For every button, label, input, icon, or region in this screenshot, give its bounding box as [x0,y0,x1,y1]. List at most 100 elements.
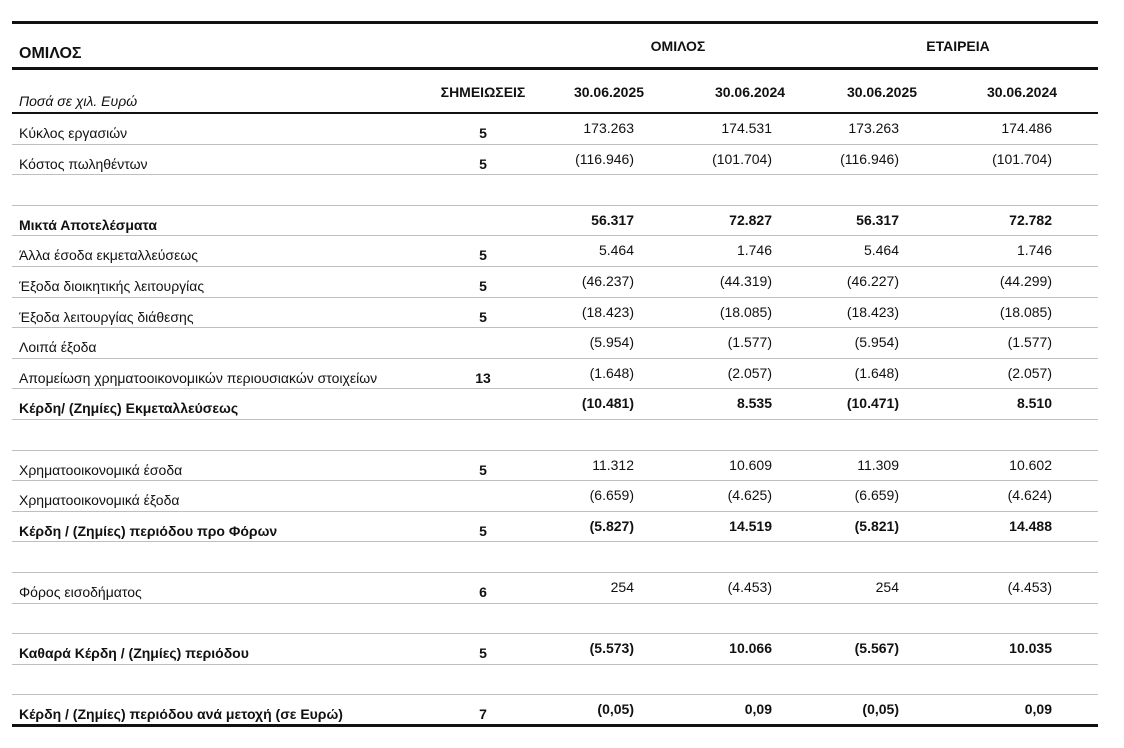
note-ref: 6 [479,584,487,600]
amount: (5.827) [589,517,634,534]
row-divider [12,143,1098,145]
amount: (4.625) [727,487,772,504]
amount: (116.946) [575,150,634,167]
row-divider [12,572,1098,573]
row-divider [12,174,1098,176]
row-divider [12,388,1098,390]
top-rule [12,21,1098,24]
amount: 173.263 [583,120,634,136]
row-label: Χρηματοοικονομικά έξοδα [19,492,180,509]
group-header: ΟΜΙΛΟΣ [650,38,706,54]
note-ref: 7 [479,706,487,723]
row-label: Κέρδη / (Ζημίες) περιόδου ανά μετοχή (σε… [19,706,343,723]
note-ref: 5 [479,155,487,172]
row-divider [12,663,1098,665]
amount: (101.704) [712,150,772,167]
amount: 14.519 [729,517,772,534]
row-divider [12,633,1098,635]
row-divider [12,541,1098,543]
amount: 10.609 [729,456,772,473]
amount: (1.648) [854,364,899,381]
date-header: 30.06.2025 [573,84,645,100]
row-divider [12,235,1098,237]
amount: (18.423) [581,303,634,320]
amount: 5.464 [863,242,899,259]
amount: (2.057) [727,364,772,381]
header-rule [12,67,1098,70]
row-label: Κέρδη/ (Ζημίες) Εκμεταλλεύσεως [19,400,239,417]
amount: 11.309 [857,456,899,473]
amount: (10.471) [846,395,899,412]
amount: (0,05) [862,701,899,718]
row-divider [12,419,1098,420]
bottom-rule [12,724,1098,727]
amount: (2.057) [1007,364,1052,381]
row-label: Μικτά Αποτελέσματα [19,216,158,233]
amount: (18.423) [846,303,899,320]
amount: (44.299) [999,273,1052,289]
note-ref: 5 [479,247,487,264]
amount: 174.531 [721,120,772,136]
amount: (5.821) [854,517,899,534]
row-label: Φόρος εισοδήματος [19,584,142,600]
date-header: 30.06.2024 [714,84,786,100]
row-divider [12,602,1098,604]
title: ΟΜΙΛΟΣ [19,45,82,62]
note-ref: 5 [479,461,487,478]
amount: 8.535 [736,395,772,412]
amount: (5.567) [854,640,899,657]
row-divider [12,694,1098,696]
amount: 5.464 [598,242,634,259]
amount: 14.488 [1009,517,1052,534]
amount: (1.648) [589,364,634,381]
row-label: Λοιπά έξοδα [19,339,97,356]
row-label: Καθαρά Κέρδη / (Ζημίες) περιόδου [19,645,249,662]
row-label: Έξοδα διοικητικής λειτουργίας [19,278,205,294]
date-header: 30.06.2025 [846,84,918,100]
amount: (4.453) [727,579,772,595]
amount: 11.312 [592,456,634,473]
amount: 173.263 [848,120,899,136]
row-label: Έξοδα λειτουργίας διάθεσης [19,308,194,325]
amount: 0,09 [744,701,772,718]
note-ref: 13 [475,369,491,386]
amount: 0,09 [1024,701,1052,718]
note-ref: 5 [479,125,487,141]
row-divider [12,266,1098,267]
row-label: Κύκλος εργασιών [19,125,128,141]
amount: 56.317 [591,211,634,228]
amount: 8.510 [1016,395,1052,412]
row-divider [12,357,1098,359]
amount: (5.573) [589,640,634,657]
amount: (5.954) [854,334,899,351]
amount: 72.827 [729,211,772,228]
row-label: Απομείωση χρηματοοικονομικών περιουσιακώ… [19,369,378,386]
group-header: ΕΤΑΙΡΕΙΑ [926,38,990,54]
amount: 10.066 [729,640,772,657]
note-ref: 5 [479,278,487,294]
row-label: Χρηματοοικονομικά έσοδα [19,461,183,478]
amount: (46.237) [581,273,634,289]
date-header: 30.06.2024 [986,84,1058,100]
row-label: Άλλα έσοδα εκμεταλλεύσεως [19,247,198,264]
amount: 72.782 [1009,211,1052,228]
amount: (1.577) [1007,334,1052,351]
row-divider [12,480,1098,482]
amount: (18.085) [719,303,772,320]
amount: (46.227) [846,273,899,289]
amount: (1.577) [727,334,772,351]
amount: (4.453) [1007,579,1052,595]
amount: (101.704) [992,150,1052,167]
amount: 56.317 [856,211,899,228]
amount: (44.319) [719,273,772,289]
row-label: Κέρδη / (Ζημίες) περιόδου προ Φόρων [19,522,278,539]
amount: (5.954) [589,334,634,351]
amount: 254 [610,579,634,595]
row-divider [12,327,1098,329]
amount: (116.946) [840,150,899,167]
amount: 254 [875,579,899,595]
amount: 1.746 [736,242,772,259]
note-ref: 5 [479,645,487,662]
unit-label: Ποσά σε χιλ. Ευρώ [19,93,138,109]
